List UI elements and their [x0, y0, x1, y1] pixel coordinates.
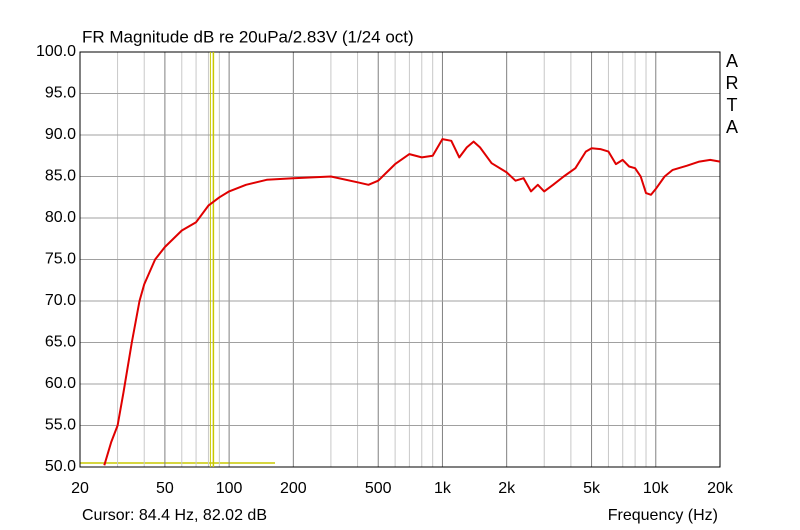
x-tick-label: 20: [71, 480, 89, 497]
side-label-letter: A: [726, 117, 738, 137]
cursor-readout: Cursor: 84.4 Hz, 82.02 dB: [82, 507, 267, 524]
x-tick-label: 500: [365, 480, 392, 497]
response-curve: [103, 138, 721, 466]
y-tick-label: 55.0: [45, 417, 76, 434]
x-tick-label: 50: [156, 480, 174, 497]
x-tick-label: 20k: [707, 480, 734, 497]
y-tick-label: 85.0: [45, 168, 76, 185]
y-tick-label: 70.0: [45, 292, 76, 309]
y-tick-label: 80.0: [45, 209, 76, 226]
side-label-letter: T: [727, 95, 738, 115]
y-tick-label: 100.0: [36, 43, 76, 60]
x-tick-label: 5k: [583, 480, 601, 497]
y-tick-label: 95.0: [45, 85, 76, 102]
plot-frame: [79, 51, 721, 468]
x-tick-label: 10k: [643, 480, 670, 497]
y-tick-label: 75.0: [45, 251, 76, 268]
side-label-letter: A: [726, 51, 738, 71]
x-tick-label: 1k: [434, 480, 452, 497]
x-tick-label: 2k: [498, 480, 516, 497]
x-tick-label: 200: [280, 480, 307, 497]
y-tick-label: 50.0: [45, 458, 76, 475]
x-axis-label: Frequency (Hz): [608, 507, 718, 524]
y-tick-label: 90.0: [45, 126, 76, 143]
side-label-letter: R: [726, 73, 739, 93]
x-tick-label: 100: [216, 480, 243, 497]
y-tick-label: 60.0: [45, 375, 76, 392]
chart-title: FR Magnitude dB re 20uPa/2.83V (1/24 oct…: [82, 27, 414, 46]
y-tick-label: 65.0: [45, 334, 76, 351]
